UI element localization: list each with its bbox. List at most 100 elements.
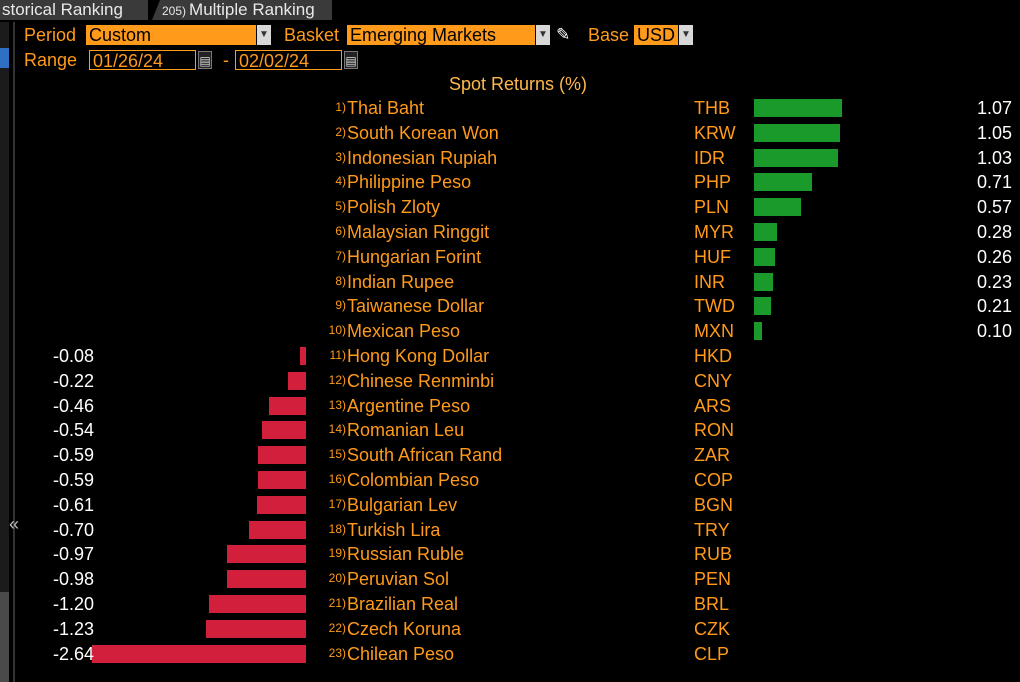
basket-dropdown-icon[interactable]: ▼: [536, 25, 550, 45]
rank-number: 20): [328, 571, 346, 586]
rank-number: 14): [328, 422, 346, 437]
rank-number: 4): [335, 174, 346, 189]
table-row[interactable]: 19) Russian Ruble RUB -0.97: [0, 542, 1020, 567]
rank-number: 3): [335, 149, 346, 164]
range-label: Range: [24, 50, 78, 70]
positive-return-bar: [754, 99, 842, 117]
negative-return-bar: [262, 421, 306, 440]
return-value: -0.70: [52, 519, 94, 540]
negative-return-bar: [268, 396, 306, 415]
rank-number: 9): [335, 298, 346, 313]
table-row[interactable]: 1) Thai Baht THB 1.07: [0, 96, 1020, 121]
range-start-calendar-icon[interactable]: ▤: [198, 51, 212, 69]
currency-name: Indian Rupee: [347, 271, 455, 292]
currency-name: Russian Ruble: [347, 544, 465, 565]
return-value: 0.23: [976, 271, 1012, 292]
positive-return-bar: [754, 247, 776, 266]
table-row[interactable]: 12) Chinese Renminbi CNY -0.22: [0, 369, 1020, 394]
table-row[interactable]: 15) South African Rand ZAR -0.59: [0, 443, 1020, 468]
table-row[interactable]: 17) Bulgarian Lev BGN -0.61: [0, 493, 1020, 518]
positive-return-bar: [754, 148, 839, 167]
currency-code: PLN: [694, 197, 730, 218]
rank-number: 16): [328, 472, 346, 486]
currency-name: Philippine Peso: [347, 172, 472, 193]
tab-multiple-ranking[interactable]: 205) Multiple Ranking: [152, 0, 332, 20]
table-row[interactable]: 4) Philippine Peso PHP 0.71: [0, 170, 1020, 195]
positive-return-bar: [754, 198, 801, 217]
table-row[interactable]: 13) Argentine Peso ARS -0.46: [0, 394, 1020, 419]
period-select[interactable]: Custom: [86, 25, 256, 45]
currency-code: HKD: [694, 346, 733, 366]
return-value: 1.05: [976, 122, 1012, 143]
currency-code: RUB: [694, 544, 733, 565]
currency-code: PEN: [694, 569, 732, 590]
collapse-panel-icon[interactable]: «: [9, 514, 20, 534]
currency-code: BRL: [694, 594, 730, 614]
range-start-date-input[interactable]: 01/26/24: [89, 50, 196, 71]
basket-select[interactable]: Emerging Markets: [347, 25, 535, 45]
currency-code: TRY: [694, 519, 730, 540]
return-value: 0.71: [976, 172, 1012, 193]
currency-code: INR: [694, 271, 725, 292]
rank-number: 10): [328, 323, 346, 338]
currency-code: MXN: [694, 321, 734, 342]
currency-code: HUF: [694, 246, 731, 267]
negative-return-bar: [258, 446, 306, 465]
negative-return-bar: [249, 520, 306, 539]
rank-number: 12): [328, 372, 346, 387]
currency-code: CZK: [694, 618, 730, 639]
base-currency-select[interactable]: USD: [634, 25, 678, 45]
negative-return-bar: [299, 347, 306, 365]
currency-code: KRW: [694, 122, 736, 143]
currency-code: CNY: [694, 370, 733, 391]
rank-number: 19): [328, 546, 346, 561]
table-row[interactable]: 5) Polish Zloty PLN 0.57: [0, 195, 1020, 220]
currency-name: Polish Zloty: [347, 197, 441, 218]
table-row[interactable]: 7) Hungarian Forint HUF 0.26: [0, 245, 1020, 270]
table-row[interactable]: 16) Colombian Peso COP -0.59: [0, 468, 1020, 493]
base-dropdown-icon[interactable]: ▼: [679, 25, 693, 45]
positive-return-bar: [754, 322, 763, 341]
sidebar-scroll-region[interactable]: [0, 592, 9, 682]
return-value: -1.23: [52, 618, 94, 639]
table-row[interactable]: 21) Brazilian Real BRL -1.20: [0, 592, 1020, 617]
return-value: 0.28: [976, 222, 1012, 242]
currency-name: Czech Koruna: [347, 618, 462, 639]
range-end-calendar-icon[interactable]: ▤: [344, 51, 358, 69]
table-row[interactable]: 22) Czech Koruna CZK -1.23: [0, 617, 1020, 642]
currency-code: RON: [694, 420, 734, 441]
table-row[interactable]: 9) Taiwanese Dollar TWD 0.21: [0, 294, 1020, 319]
negative-return-bar: [208, 595, 306, 613]
rank-number: 1): [335, 100, 346, 114]
negative-return-bar: [256, 495, 306, 514]
table-row[interactable]: 14) Romanian Leu RON -0.54: [0, 418, 1020, 443]
rank-number: 7): [335, 248, 346, 263]
table-row[interactable]: 2) South Korean Won KRW 1.05: [0, 121, 1020, 146]
table-row[interactable]: 20) Peruvian Sol PEN -0.98: [0, 567, 1020, 592]
tab-historical-ranking[interactable]: storical Ranking: [0, 0, 148, 20]
table-row[interactable]: 8) Indian Rupee INR 0.23: [0, 270, 1020, 295]
table-row[interactable]: 23) Chilean Peso CLP -2.64: [0, 642, 1020, 667]
panel-divider: [13, 22, 15, 682]
table-row[interactable]: 11) Hong Kong Dollar HKD -0.08: [0, 344, 1020, 369]
currency-name: Malaysian Ringgit: [347, 222, 490, 242]
currency-name: Indonesian Rupiah: [347, 147, 498, 168]
negative-return-bar: [227, 545, 306, 564]
period-dropdown-icon[interactable]: ▼: [257, 25, 271, 45]
edit-basket-pencil-icon[interactable]: ✎: [556, 25, 571, 44]
table-row[interactable]: 3) Indonesian Rupiah IDR 1.03: [0, 146, 1020, 171]
return-value: -1.20: [52, 594, 94, 614]
rank-number: 13): [328, 397, 346, 412]
table-row[interactable]: 6) Malaysian Ringgit MYR 0.28: [0, 220, 1020, 245]
currency-name: Peruvian Sol: [347, 569, 450, 590]
currency-code: ZAR: [694, 445, 730, 466]
positive-return-bar: [754, 297, 772, 316]
currency-name: Colombian Peso: [347, 470, 480, 490]
currency-code: TWD: [694, 296, 735, 317]
table-row[interactable]: 10) Mexican Peso MXN 0.10: [0, 319, 1020, 344]
return-value: 0.10: [976, 321, 1012, 342]
table-row[interactable]: 18) Turkish Lira TRY -0.70: [0, 518, 1020, 543]
range-end-date-input[interactable]: 02/02/24: [235, 50, 342, 71]
active-row-marker: [0, 48, 9, 68]
currency-name: South African Rand: [347, 445, 503, 466]
